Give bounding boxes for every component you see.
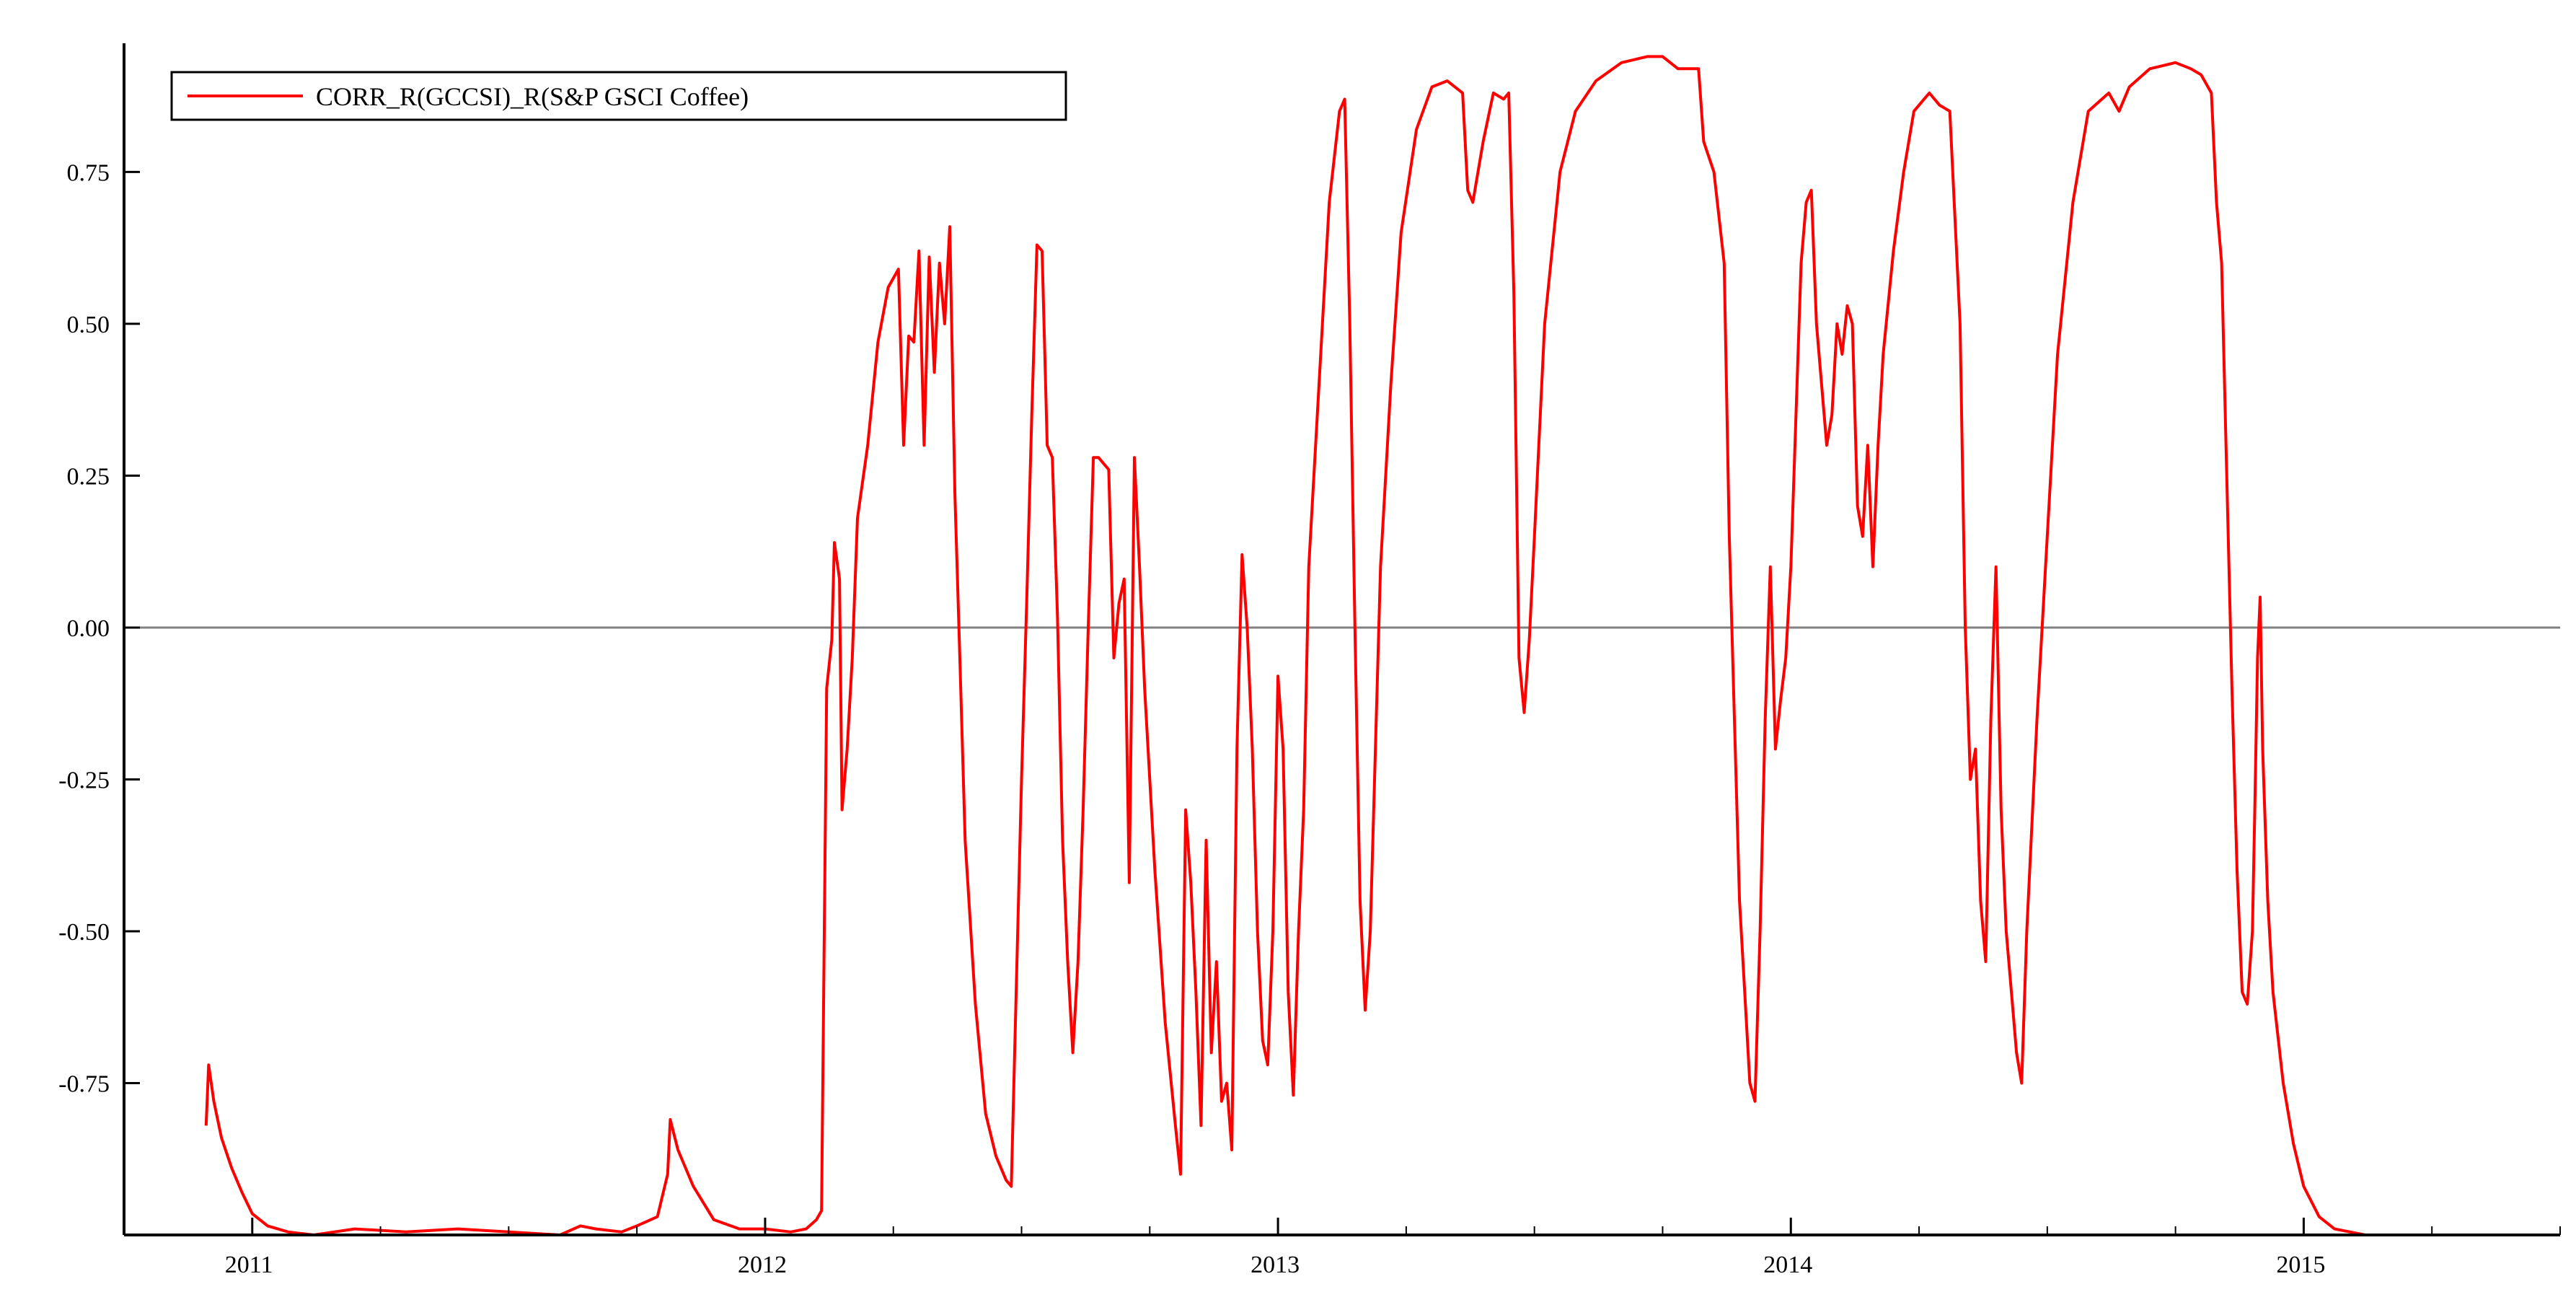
- x-tick-label: 2011: [225, 1252, 273, 1278]
- y-tick-label: 0.00: [67, 615, 110, 642]
- y-ticks: 0.75 0.50 0.25 0.00 -0.25 -0.50 -0.75: [58, 159, 140, 1097]
- legend-label: CORR_R(GCCSI)_R(S&P GSCI Coffee): [316, 82, 749, 111]
- y-tick-label: -0.25: [58, 767, 110, 793]
- axes: 0.75 0.50 0.25 0.00 -0.25 -0.50 -0.75 2011 2012…: [58, 43, 2561, 1278]
- y-tick-label: 0.75: [67, 159, 110, 186]
- y-tick-label: 0.25: [67, 463, 110, 490]
- y-tick-label: -0.75: [58, 1070, 110, 1097]
- x-tick-label: 2014: [1763, 1252, 1812, 1278]
- y-tick-label: 0.50: [67, 312, 110, 338]
- legend-box: [170, 71, 1067, 121]
- legend: CORR_R(GCCSI)_R(S&P GSCI Coffee): [170, 71, 1067, 121]
- plot-area: [124, 55, 2560, 1236]
- x-ticks: 2011 2012 2013 2014 2015: [123, 1218, 2561, 1278]
- y-tick-label: -0.50: [58, 919, 110, 946]
- x-tick-label: 2013: [1250, 1252, 1300, 1278]
- series-line: [204, 55, 2560, 1236]
- x-tick-label: 2012: [738, 1252, 787, 1278]
- x-tick-label: 2015: [2276, 1252, 2325, 1278]
